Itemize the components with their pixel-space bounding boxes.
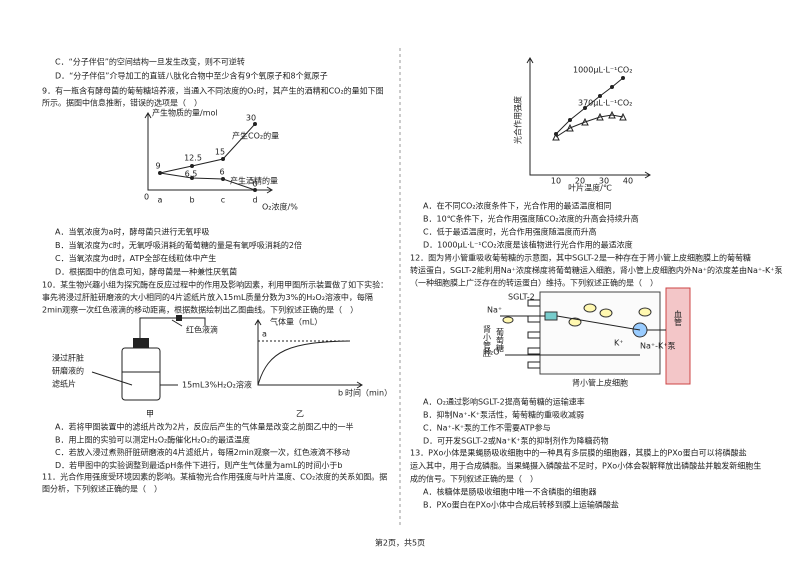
option: A．当氧浓度为a时，酵母菌只进行无氧呼吸 (55, 227, 209, 237)
series-label: 1000μL·L⁻¹CO₂ (573, 66, 632, 75)
series-label: 产生CO₂的量 (232, 131, 279, 141)
point-label: 6 (219, 168, 224, 177)
point-label: a (262, 330, 267, 339)
option: C．Na⁺-K⁺泵的工作不需要ATP参与 (423, 423, 551, 433)
figure-label: Na⁺-K⁺泵 (640, 342, 675, 351)
axis-origin: 0 (144, 193, 149, 202)
option: C．当氧浓度为d时，ATP全部在线粒体中产生 (55, 253, 216, 263)
axis-label: 光合作用强度 (513, 96, 523, 144)
question-stem: 图分析，下列叙述正确的是（ ） (42, 484, 162, 494)
question-stem: 10．某生物兴趣小组为探究酶在反应过程中的作用及影响因素，利用甲图所示装置做了如… (42, 280, 388, 290)
axis-label: 气体量（mL） (270, 317, 322, 327)
option: A．O₂通过影响SGLT-2提高葡萄糖的运输速率 (423, 397, 585, 407)
q11-chart (526, 57, 651, 179)
figure-caption: 乙 (296, 410, 304, 419)
question-stem: 所示。据图中信息推断，错误的选项是（ ） (42, 98, 202, 108)
figure-label: 肾小管上皮细胞 (572, 378, 628, 388)
option: B．抑制Na⁺-K⁺泵活性，葡萄糖的重吸收减弱 (423, 410, 584, 420)
point-label: 30 (246, 114, 256, 123)
figure-label: 肾小管腔 (483, 325, 492, 358)
option: C．若放入浸过煮熟肝脏研磨液的4片滤纸片，每隔2min观察一次，红色液滴不移动 (55, 447, 350, 457)
option: B．当氧浓度为c时，无氧呼吸消耗的葡萄糖的量是有氧呼吸消耗的2倍 (55, 240, 302, 250)
point-label: 6.5 (185, 170, 198, 179)
axis-label: 时间（min） (345, 388, 392, 398)
figure-label: 浸过肝脏 (52, 353, 84, 363)
x-category: b (189, 196, 194, 205)
question-stem: 2min观察一次红色液滴的移动距离，根据数据绘制出乙图曲线。下列叙述正确的是（ … (42, 305, 358, 315)
option: D．若甲图中的实验调整到最适pH条件下进行，则产生气体量为amL的时间小于b (55, 460, 342, 470)
figure-label: 滤纸片 (52, 379, 76, 389)
question-stem: 事先将浸过肝脏研磨液的大小相同的4片滤纸片放入15mL质量分数为3%的H₂O₂溶… (42, 292, 373, 302)
question-stem: 转运蛋白，SGLT-2能利用Na⁺浓度梯度将葡萄糖运入细胞，肾小管上皮细胞内外N… (410, 265, 782, 275)
q10-curve-chart (254, 319, 363, 389)
figure-label: 葡萄糖 (496, 327, 505, 353)
option: D．1000μL·L⁻¹CO₂浓度是该植物进行光合作用的最适浓度 (423, 240, 633, 250)
x-category: d (252, 196, 257, 205)
figure-label: K⁺ (614, 339, 623, 348)
question-stem: 9．有一瓶含有酵母菌的葡萄糖培养液，当通入不同浓度的O₂时，其产生的酒精和CO₂… (42, 86, 384, 96)
figure-label: 血管 (674, 309, 683, 327)
figure-label: 红色液滴 (186, 325, 218, 335)
x-category: c (221, 196, 225, 205)
q9-chart (144, 112, 273, 194)
option: C．“分子伴侣”的空间结构一旦发生改变，则不可逆转 (55, 57, 245, 67)
option: D．“分子伴侣”介导加工的直链八肽化合物中至少含有9个氧原子和8个氮原子 (55, 71, 328, 81)
series-label: 产生酒精的量 (230, 176, 278, 186)
q12-diagram (500, 287, 691, 385)
axis-label: O₂浓度/% (262, 202, 298, 212)
x-tick-label: 20 (575, 177, 585, 186)
figure-caption: 甲 (146, 410, 154, 419)
option: B．10℃条件下，光合作用强度随CO₂浓度的升高会持续升高 (423, 214, 639, 224)
option: D．根据图中的信息可知，酵母菌是一种兼性厌氧菌 (55, 266, 237, 276)
figure-label: 研磨液的 (52, 366, 84, 376)
option: A．核糖体是肠吸收细胞中唯一不含磷脂的细胞器 (423, 487, 596, 497)
point-label: 9 (155, 162, 160, 171)
page-footer: 第2页，共5页 (375, 538, 425, 548)
question-stem: 12．图为肾小管重吸收葡萄糖的示意图，其中SGLT-2是一种存在于肾小管上皮细胞… (410, 253, 751, 263)
series-label: 370μL·L⁻¹CO₂ (578, 99, 632, 108)
point-label: b (338, 389, 343, 398)
question-stem: 运入其中，用于合成磷脂。当果蝇摄入磷酸盐不足时，PXo小体会裂解释放出磷酸盐并触… (410, 461, 761, 471)
option: A．若将甲图装置中的滤纸片改为2片，反应后产生的气体量是改变之前图乙中的一半 (55, 422, 354, 432)
axis-label: 产生物质的量/mol (152, 108, 218, 118)
figure-label: Na⁺ (487, 306, 502, 315)
figure-label: SGLT-2 (508, 293, 535, 302)
x-tick-label: 30 (599, 177, 609, 186)
point-label: 12.5 (184, 154, 202, 163)
option: D．可开发SGLT-2或Na⁺K⁺泵的抑制剂作为降糖药物 (423, 436, 609, 446)
option: A．在不同CO₂浓度条件下，光合作用的最适温度相同 (423, 201, 612, 211)
question-stem: 11．光合作用强度受环境因素的影响。某植物光合作用强度与叶片温度、CO₂浓度的关… (42, 472, 387, 482)
x-tick-label: 10 (551, 177, 561, 186)
question-stem: 13．PXo小体是果蝇肠吸收细胞中的一种具有多层膜的细胞器，其膜上的PXo蛋白可… (410, 448, 747, 458)
figure-label: 15mL3%H₂O₂溶液 (182, 380, 252, 390)
figure-label: H₂O (484, 348, 500, 357)
option: B．PXo蛋白在PXo小体中合成后转移到膜上运输磷酸盐 (423, 500, 619, 510)
question-stem: （一种细胞膜上广泛存在的转运蛋白）维持。下列叙述正确的是（ ） (410, 278, 658, 288)
axis-label: 叶片温度/℃ (568, 183, 612, 193)
question-stem: 成的信号。下列叙述正确的是（ ） (410, 474, 538, 484)
point-label: 15 (215, 148, 225, 157)
x-category: a (158, 196, 163, 205)
option: C．低于最适温度时，光合作用强度随温度而升高 (423, 227, 597, 237)
x-tick-label: 40 (623, 177, 633, 186)
option: B．用上图的实验可以测定H₂O₂酶催化H₂O₂的最适温度 (55, 434, 250, 444)
q10-apparatus (91, 315, 206, 401)
point-label: 0 (252, 180, 257, 189)
